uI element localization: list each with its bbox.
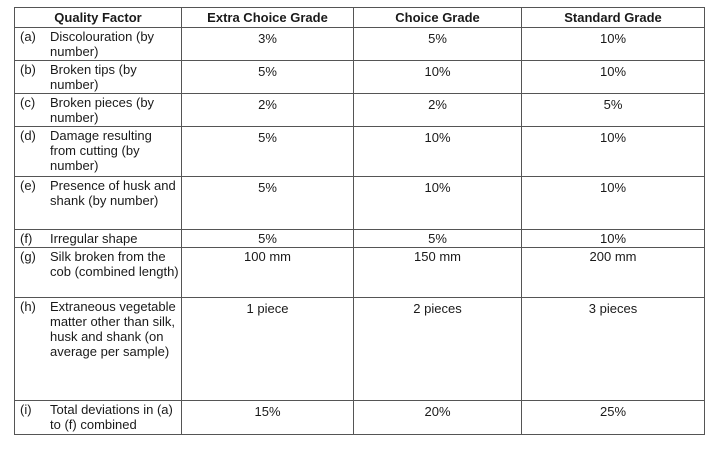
factor-text: Discolouration (by number) [50,29,155,59]
extra-choice-value: 3% [181,27,354,61]
factor-text: Extraneous vegetable matter other than s… [50,299,176,359]
table-row: (b) Broken tips (by number) 5% 10% 10% [14,60,705,94]
table-row: (a) Discolouration (by number) 3% 5% 10% [14,27,705,61]
factor-cell: (d) Damage resulting from cutting (by num… [14,126,182,177]
header-quality-factor: Quality Factor [14,7,182,28]
factor-text: Broken tips (by number) [50,62,137,92]
factor-text: Total deviations in (a) to (f) combined [50,402,173,432]
choice-value: 20% [353,400,522,435]
choice-value: 10% [353,126,522,177]
choice-value: 2 pieces [353,297,522,401]
row-letter: (a) [20,29,36,44]
standard-value: 200 mm [521,247,705,298]
quality-grades-table: Quality Factor Extra Choice Grade Choice… [14,7,705,435]
factor-cell: (e) Presence of husk and shank (by number… [14,176,182,230]
factor-cell: (h) Extraneous vegetable matter other tha… [14,297,182,401]
table-row: (e) Presence of husk and shank (by number… [14,176,705,230]
row-letter: (c) [20,95,36,110]
row-letter: (d) [20,128,36,143]
choice-value: 2% [353,93,522,127]
row-letter: (b) [20,62,36,77]
factor-cell: (i) Total deviations in (a) to (f) combin… [14,400,182,435]
factor-text: Damage resulting from cutting (by number… [50,128,152,173]
extra-choice-value: 5% [181,176,354,230]
table-row: (f) Irregular shape 5% 5% 10% [14,229,705,248]
extra-choice-value: 2% [181,93,354,127]
extra-choice-value: 5% [181,229,354,248]
standard-value: 25% [521,400,705,435]
row-letter: (e) [20,178,36,193]
choice-value: 10% [353,176,522,230]
standard-value: 10% [521,176,705,230]
row-letter: (i) [20,402,32,417]
table-row: (i) Total deviations in (a) to (f) combin… [14,400,705,435]
factor-cell: (a) Discolouration (by number) [14,27,182,61]
extra-choice-value: 5% [181,126,354,177]
header-extra-choice-grade: Extra Choice Grade [181,7,354,28]
row-letter: (f) [20,231,33,246]
factor-text: Broken pieces (by number) [50,95,155,125]
standard-value: 10% [521,60,705,94]
row-letter: (h) [20,299,36,314]
header-choice-grade: Choice Grade [353,7,522,28]
standard-value: 5% [521,93,705,127]
extra-choice-value: 15% [181,400,354,435]
table-row: (h) Extraneous vegetable matter other tha… [14,297,705,401]
header-standard-grade: Standard Grade [521,7,705,28]
factor-text: Silk broken from the cob (combined lengt… [50,249,179,279]
standard-value: 10% [521,229,705,248]
extra-choice-value: 100 mm [181,247,354,298]
extra-choice-value: 5% [181,60,354,94]
table-row: (d) Damage resulting from cutting (by num… [14,126,705,177]
header-row: Quality Factor Extra Choice Grade Choice… [14,7,705,28]
standard-value: 10% [521,27,705,61]
factor-cell: (f) Irregular shape [14,229,182,248]
factor-cell: (c) Broken pieces (by number) [14,93,182,127]
factor-text: Irregular shape [50,231,138,246]
factor-cell: (b) Broken tips (by number) [14,60,182,94]
extra-choice-value: 1 piece [181,297,354,401]
standard-value: 3 pieces [521,297,705,401]
choice-value: 5% [353,229,522,248]
table-row: (g) Silk broken from the cob (combined le… [14,247,705,298]
choice-value: 10% [353,60,522,94]
choice-value: 150 mm [353,247,522,298]
standard-value: 10% [521,126,705,177]
choice-value: 5% [353,27,522,61]
table-row: (c) Broken pieces (by number) 2% 2% 5% [14,93,705,127]
factor-text: Presence of husk and shank (by number) [50,178,176,208]
row-letter: (g) [20,249,36,264]
factor-cell: (g) Silk broken from the cob (combined le… [14,247,182,298]
